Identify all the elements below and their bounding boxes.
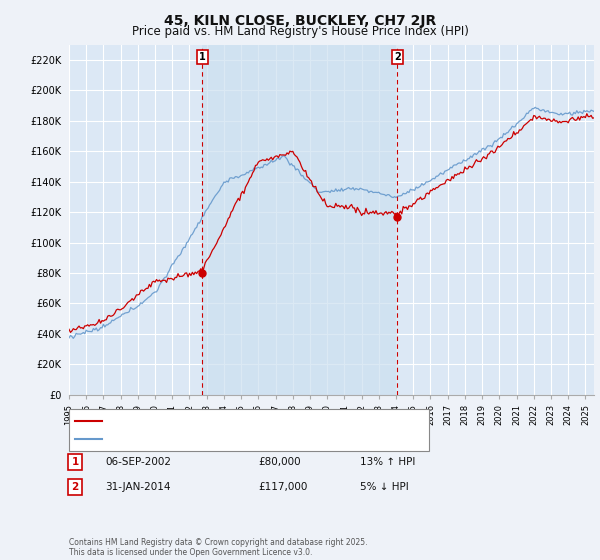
Text: 2: 2: [394, 52, 401, 62]
Text: Contains HM Land Registry data © Crown copyright and database right 2025.
This d: Contains HM Land Registry data © Crown c…: [69, 538, 367, 557]
Text: 13% ↑ HPI: 13% ↑ HPI: [360, 457, 415, 467]
Text: £80,000: £80,000: [258, 457, 301, 467]
Text: 1: 1: [71, 457, 79, 467]
Text: HPI: Average price, semi-detached house, Flintshire: HPI: Average price, semi-detached house,…: [107, 435, 353, 444]
Text: Price paid vs. HM Land Registry's House Price Index (HPI): Price paid vs. HM Land Registry's House …: [131, 25, 469, 38]
Text: 45, KILN CLOSE, BUCKLEY, CH7 2JR (semi-detached house): 45, KILN CLOSE, BUCKLEY, CH7 2JR (semi-d…: [107, 416, 386, 425]
Text: 2: 2: [71, 482, 79, 492]
Text: 5% ↓ HPI: 5% ↓ HPI: [360, 482, 409, 492]
Text: £117,000: £117,000: [258, 482, 307, 492]
Text: 06-SEP-2002: 06-SEP-2002: [105, 457, 171, 467]
Bar: [202, 45, 397, 395]
Text: 45, KILN CLOSE, BUCKLEY, CH7 2JR: 45, KILN CLOSE, BUCKLEY, CH7 2JR: [164, 14, 436, 28]
Text: 1: 1: [199, 52, 206, 62]
Text: 31-JAN-2014: 31-JAN-2014: [105, 482, 170, 492]
